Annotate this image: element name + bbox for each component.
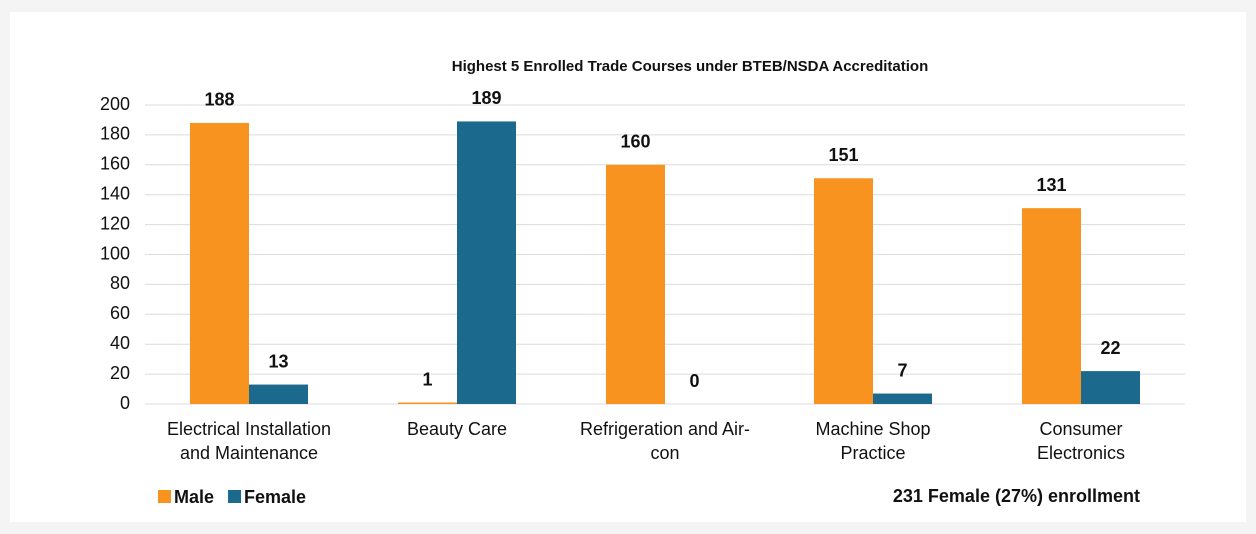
value-label: 151: [828, 145, 858, 165]
bar: [249, 384, 308, 404]
chart-title: Highest 5 Enrolled Trade Courses under B…: [452, 58, 928, 75]
value-label: 160: [620, 132, 650, 152]
bar: [1081, 371, 1140, 404]
value-label: 1: [422, 369, 432, 389]
value-label: 188: [204, 90, 234, 110]
value-label: 22: [1100, 338, 1120, 358]
y-tick-label: 160: [100, 154, 130, 174]
bar: [190, 122, 249, 404]
bar: [457, 121, 516, 404]
y-tick-label: 180: [100, 124, 130, 144]
y-tick-label: 200: [100, 94, 130, 114]
value-label: 131: [1036, 175, 1066, 195]
x-tick-label: Electrical Installation and Maintenance: [167, 419, 331, 463]
y-tick-label: 20: [110, 363, 130, 383]
x-tick-label: Beauty Care: [407, 419, 507, 439]
value-label: 0: [689, 371, 699, 391]
y-tick-label: 140: [100, 183, 130, 203]
value-label: 7: [897, 360, 907, 380]
value-label: 189: [471, 88, 501, 108]
bar: [1022, 208, 1081, 404]
legend-label: Male: [174, 487, 214, 507]
bar: [606, 164, 665, 404]
y-tick-label: 100: [100, 243, 130, 263]
legend-swatch: [228, 490, 242, 503]
bar: [814, 178, 873, 404]
legend-swatch: [158, 490, 171, 503]
y-tick-label: 0: [120, 393, 130, 413]
legend-label: Female: [244, 487, 306, 507]
annotation: 231 Female (27%) enrollment: [893, 486, 1140, 506]
value-label: 13: [268, 351, 288, 371]
bar: [873, 393, 932, 404]
y-tick-label: 60: [110, 303, 130, 323]
y-tick-label: 40: [110, 333, 130, 353]
y-tick-label: 80: [110, 273, 130, 293]
x-tick-label: Consumer Electronics: [1037, 419, 1125, 463]
x-tick-label: Refrigeration and Air-con: [580, 419, 750, 463]
bar: [398, 402, 457, 404]
x-tick-label: Machine Shop Practice: [815, 419, 930, 463]
y-tick-label: 120: [100, 213, 130, 233]
